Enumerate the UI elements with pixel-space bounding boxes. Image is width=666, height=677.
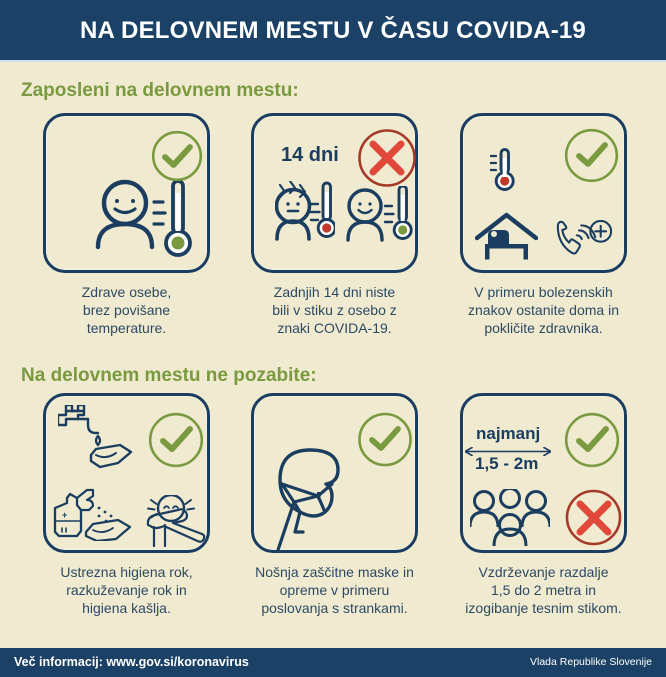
svg-text:+: + — [62, 510, 67, 520]
